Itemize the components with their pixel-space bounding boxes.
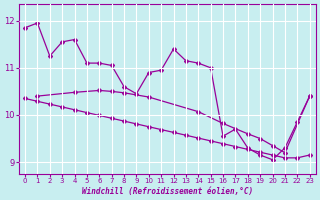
- X-axis label: Windchill (Refroidissement éolien,°C): Windchill (Refroidissement éolien,°C): [82, 187, 253, 196]
